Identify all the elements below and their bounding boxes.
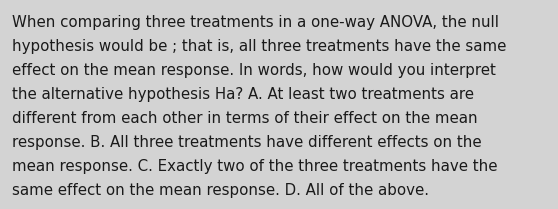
Text: mean response. C. Exactly two of the three treatments have the: mean response. C. Exactly two of the thr… [12,159,498,174]
Text: hypothesis would be ; that is, all three treatments have the same: hypothesis would be ; that is, all three… [12,39,507,54]
Text: When comparing three treatments in a one-way ANOVA, the null: When comparing three treatments in a one… [12,15,499,30]
Text: same effect on the mean response. D. All of the above.: same effect on the mean response. D. All… [12,183,429,198]
Text: the alternative hypothesis Ha? A. At least two treatments are: the alternative hypothesis Ha? A. At lea… [12,87,474,102]
Text: response. B. All three treatments have different effects on the: response. B. All three treatments have d… [12,135,482,150]
Text: different from each other in terms of their effect on the mean: different from each other in terms of th… [12,111,478,126]
Text: effect on the mean response. In words, how would you interpret: effect on the mean response. In words, h… [12,63,496,78]
